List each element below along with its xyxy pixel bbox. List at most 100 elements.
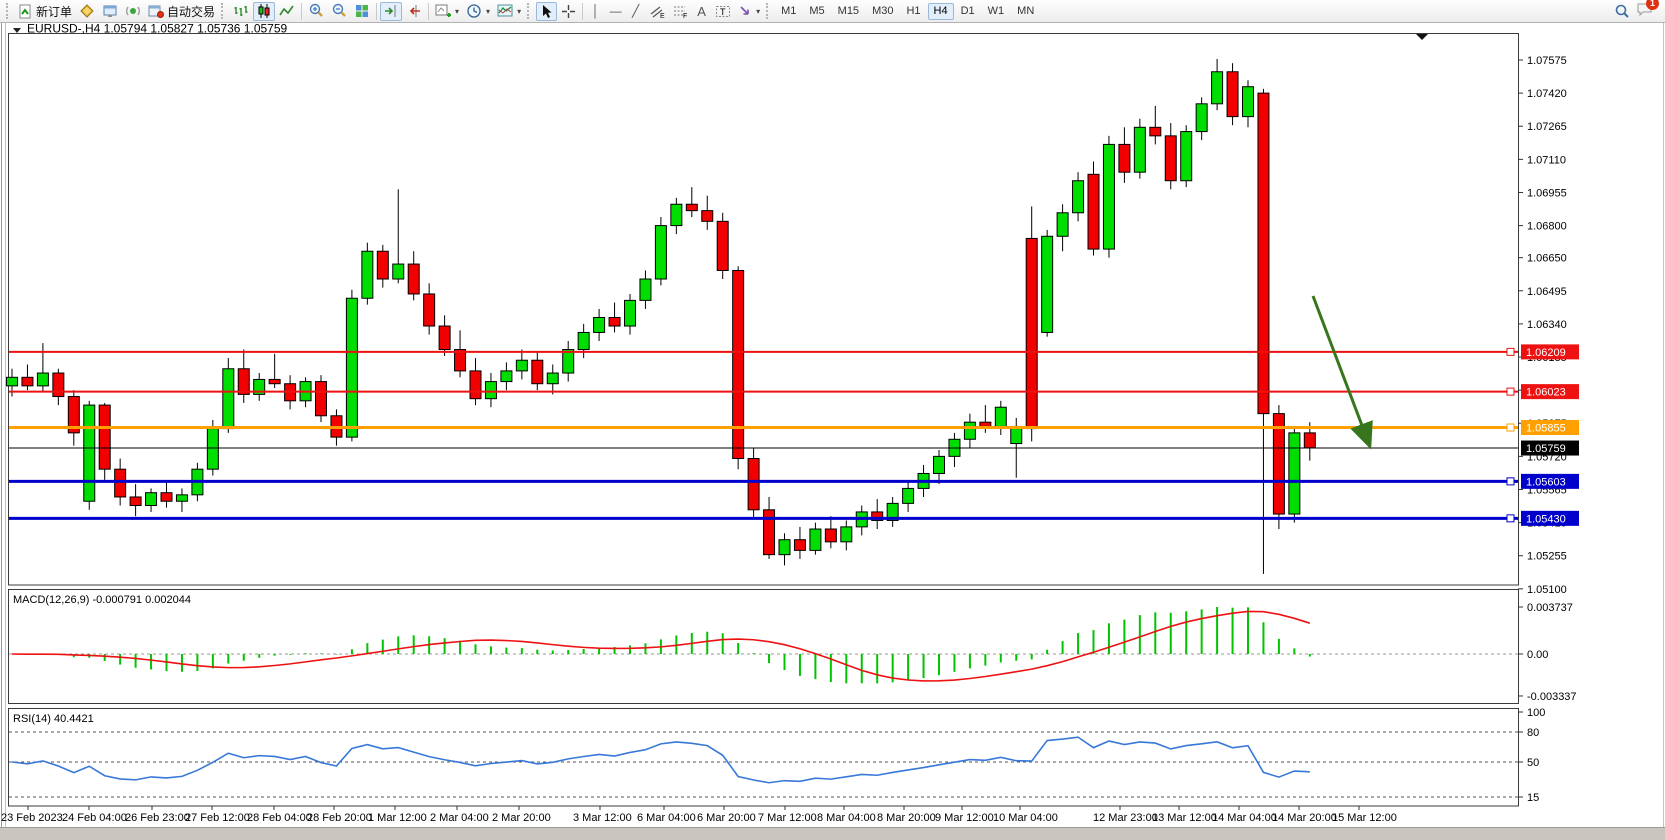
auto-scroll-button[interactable] bbox=[380, 1, 403, 21]
text-icon: A bbox=[697, 3, 706, 19]
price-tick-label: 1.07265 bbox=[1527, 121, 1567, 133]
timeframe-m15[interactable]: M15 bbox=[837, 5, 860, 17]
notifications-button[interactable]: 1 bbox=[1636, 0, 1659, 22]
new-order-button[interactable]: 新订单 bbox=[15, 2, 75, 21]
line-end-marker[interactable] bbox=[1506, 423, 1515, 432]
timeframe-d1[interactable]: D1 bbox=[960, 5, 975, 17]
down-trend-arrow[interactable] bbox=[1311, 295, 1373, 450]
price-tick-label: 1.06955 bbox=[1527, 187, 1567, 199]
timeframe-mn[interactable]: MN bbox=[1017, 5, 1035, 17]
timeframe-h1[interactable]: H1 bbox=[906, 5, 921, 17]
text-tool[interactable]: A bbox=[692, 2, 711, 21]
bear-candle bbox=[268, 378, 281, 385]
bar-chart-mode-button[interactable] bbox=[230, 2, 252, 21]
cursor-tool-button[interactable] bbox=[536, 1, 558, 21]
timeframe-m1[interactable]: M1 bbox=[781, 5, 797, 17]
new-order-label: 新订单 bbox=[36, 4, 73, 19]
dropdown-caret: ▾ bbox=[517, 6, 522, 16]
svg-text:F: F bbox=[683, 13, 687, 19]
time-tick-label: 1 Mar 12:00 bbox=[368, 812, 427, 824]
zoom-out-button[interactable] bbox=[328, 2, 350, 21]
line-end-marker[interactable] bbox=[1506, 387, 1515, 396]
bull-candle bbox=[1133, 126, 1146, 173]
scroll-marker-icon[interactable] bbox=[1416, 34, 1428, 40]
toolbar-grip[interactable] bbox=[527, 3, 532, 19]
market-watch-button[interactable] bbox=[76, 2, 98, 21]
indicators-icon bbox=[497, 4, 513, 17]
chart-shift-icon bbox=[409, 5, 421, 17]
macd-signal-line bbox=[11, 610, 1311, 682]
bear-candle bbox=[979, 421, 992, 427]
time-tick-label: 12 Mar 23:00 bbox=[1093, 812, 1158, 824]
chart-shift-button[interactable] bbox=[403, 2, 425, 21]
autotrading-button[interactable]: 自动交易 bbox=[145, 2, 218, 21]
vertical-line-tool[interactable]: │ bbox=[586, 2, 605, 21]
channel-tool[interactable]: E bbox=[646, 2, 668, 21]
horizontal-line-tool[interactable]: — bbox=[606, 2, 625, 21]
clock-icon bbox=[467, 4, 481, 18]
time-tick-label: 26 Feb 23:00 bbox=[125, 812, 190, 824]
zoom-in-button[interactable] bbox=[305, 2, 327, 21]
bull-candle bbox=[624, 299, 636, 327]
period-button[interactable]: ▾ bbox=[463, 2, 493, 21]
price-tick-label: 1.06800 bbox=[1527, 221, 1567, 233]
time-tick-label: 7 Mar 12:00 bbox=[758, 812, 817, 824]
price-axis[interactable]: 1.07575 1.07420 1.07265 1.07110 1.06955 1.068… bbox=[1518, 55, 1579, 596]
toolbar-separator bbox=[376, 2, 378, 20]
timeframe-m30[interactable]: M30 bbox=[872, 5, 894, 17]
chart-menu-icon[interactable] bbox=[13, 28, 21, 33]
bear-candle bbox=[114, 468, 127, 498]
price-tick-label: 1.06650 bbox=[1527, 253, 1567, 265]
rsi-axis-label: 15 bbox=[1527, 792, 1539, 804]
candles-layer bbox=[6, 58, 1316, 574]
timeframe-h4[interactable]: H4 bbox=[927, 2, 954, 20]
price-label-text: 1.06023 bbox=[1526, 387, 1566, 399]
horizontal-line-icon: — bbox=[609, 4, 622, 18]
time-tick-label: 2 Mar 20:00 bbox=[492, 812, 551, 824]
tile-windows-button[interactable] bbox=[351, 2, 373, 21]
bull-candle bbox=[1242, 86, 1254, 118]
new-chart-icon bbox=[435, 4, 452, 17]
horizontal-lines-layer[interactable] bbox=[9, 347, 1518, 523]
trendline-tool[interactable]: ╱ bbox=[626, 2, 645, 21]
rsi-label: RSI(14) 40.4421 bbox=[13, 713, 94, 725]
candlestick-mode-button[interactable] bbox=[253, 1, 276, 21]
time-tick-label: 28 Feb 04:00 bbox=[247, 812, 312, 824]
terminal-button[interactable] bbox=[99, 2, 121, 21]
toolbar-grip[interactable] bbox=[766, 3, 771, 19]
price-tick-label: 1.07420 bbox=[1527, 88, 1567, 100]
search-icon[interactable] bbox=[1614, 3, 1630, 19]
price-tick-label: 1.05255 bbox=[1527, 551, 1567, 563]
line-chart-mode-button[interactable] bbox=[276, 2, 298, 21]
timeframe-m5[interactable]: M5 bbox=[809, 5, 825, 17]
line-end-marker[interactable] bbox=[1506, 514, 1515, 523]
rsi-line bbox=[11, 736, 1310, 784]
fibonacci-tool[interactable]: F bbox=[669, 2, 691, 21]
bull-candle bbox=[36, 372, 49, 387]
chart-title-group[interactable]: EURUSD-,H4 1.05794 1.05827 1.05736 1.057… bbox=[13, 22, 288, 36]
arrows-tool[interactable]: ▾ bbox=[735, 2, 763, 21]
zoom-out-icon bbox=[332, 3, 346, 17]
line-end-marker[interactable] bbox=[1506, 477, 1515, 486]
new-chart-button[interactable]: ▾ bbox=[432, 2, 462, 21]
bull-candle bbox=[83, 404, 96, 502]
crosshair-tool-button[interactable] bbox=[558, 2, 579, 21]
toolbar-grip[interactable] bbox=[221, 3, 226, 19]
indicators-button[interactable]: ▾ bbox=[494, 2, 524, 21]
price-label-chip bbox=[1521, 510, 1579, 526]
signals-button[interactable] bbox=[122, 2, 144, 21]
line-end-marker[interactable] bbox=[1506, 347, 1515, 356]
price-label-chip bbox=[1521, 440, 1579, 456]
text-label-tool[interactable]: T bbox=[712, 2, 734, 21]
macd-label: MACD(12,26,9) -0.000791 0.002044 bbox=[13, 594, 191, 606]
timeframe-w1[interactable]: W1 bbox=[987, 5, 1005, 17]
toolbar-grip[interactable] bbox=[6, 3, 11, 19]
price-tick-label: 1.05100 bbox=[1527, 584, 1567, 596]
equidistant-channel-icon: E bbox=[650, 6, 665, 19]
chart-title: EURUSD-,H4 1.05794 1.05827 1.05736 1.057… bbox=[27, 22, 288, 36]
price-tick-label: 1.07575 bbox=[1527, 55, 1567, 67]
bull-candle bbox=[1056, 212, 1069, 237]
time-tick-label: 14 Mar 04:00 bbox=[1212, 812, 1277, 824]
